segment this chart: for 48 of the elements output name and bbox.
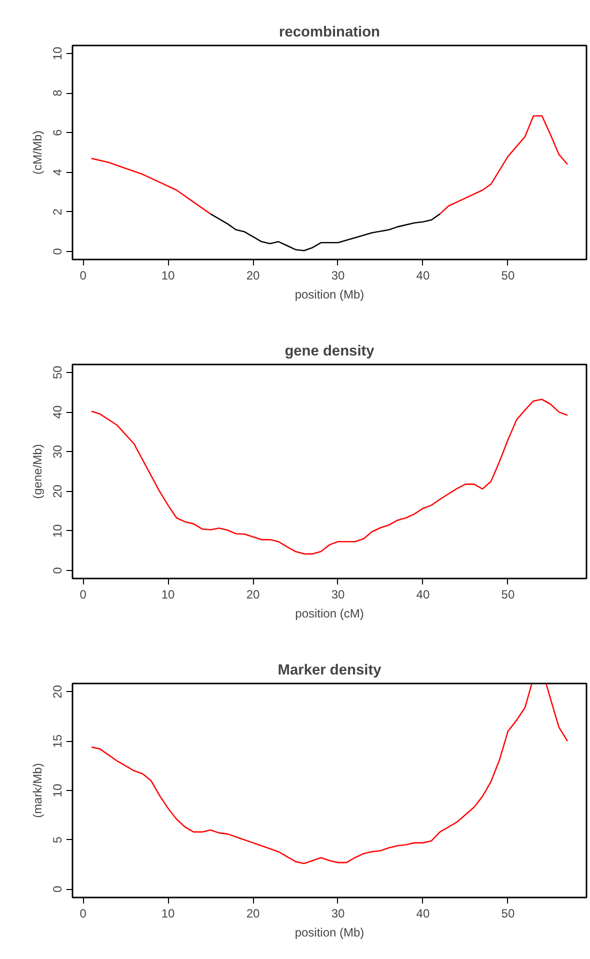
x-tick-label: 10: [161, 268, 176, 282]
x-tick-label: 40: [416, 906, 430, 920]
y-axis-title: (gene/Mb): [30, 444, 44, 499]
x-tick-label: 0: [80, 906, 87, 920]
y-axis-title: (cM/Mb): [30, 130, 44, 174]
x-tick-label: 30: [331, 906, 345, 920]
line-series: [90, 398, 568, 555]
x-tick-label: 0: [80, 268, 87, 282]
x-tick-label: 30: [331, 588, 345, 602]
y-tick-label: 10: [50, 784, 64, 798]
y-tick-label: 6: [50, 129, 64, 136]
x-axis-title: position (cM): [295, 606, 364, 620]
x-axis-title: position (Mb): [294, 926, 364, 940]
y-tick-label: 20: [50, 684, 64, 698]
x-tick-label: 50: [501, 906, 515, 920]
line-series: [210, 213, 441, 252]
y-tick-label: 10: [50, 46, 64, 60]
line-series: [90, 158, 212, 215]
y-tick-label: 0: [50, 566, 64, 574]
x-tick-label: 10: [161, 588, 176, 602]
y-tick-label: 50: [50, 365, 64, 380]
y-tick-label: 8: [50, 89, 64, 96]
x-tick-label: 10: [161, 906, 176, 920]
y-axis-title: (mark/Mb): [30, 763, 44, 818]
x-tick-label: 20: [246, 906, 260, 920]
y-tick-label: 4: [50, 168, 64, 176]
x-tick-label: 0: [80, 588, 87, 602]
x-tick-label: 40: [416, 268, 430, 282]
y-tick-label: 2: [50, 208, 64, 216]
y-tick-label: 0: [50, 886, 64, 893]
chart-title: recombination: [279, 24, 380, 40]
y-tick-label: 10: [50, 524, 64, 538]
x-tick-label: 30: [331, 268, 345, 282]
y-tick-label: 30: [50, 444, 64, 458]
y-tick-label: 20: [50, 484, 64, 498]
x-tick-label: 50: [501, 268, 515, 282]
x-tick-label: 50: [501, 588, 515, 602]
x-axis-title: position (Mb): [294, 288, 364, 302]
chart-title: Marker density: [278, 662, 382, 678]
y-tick-label: 40: [50, 405, 64, 419]
x-tick-label: 40: [416, 588, 430, 602]
line-series: [439, 115, 568, 215]
x-tick-label: 20: [246, 588, 260, 602]
y-tick-label: 15: [50, 734, 64, 748]
y-tick-label: 0: [50, 248, 64, 255]
chart-title: gene density: [284, 344, 376, 360]
y-tick-label: 5: [50, 836, 64, 844]
x-tick-label: 20: [246, 268, 260, 282]
